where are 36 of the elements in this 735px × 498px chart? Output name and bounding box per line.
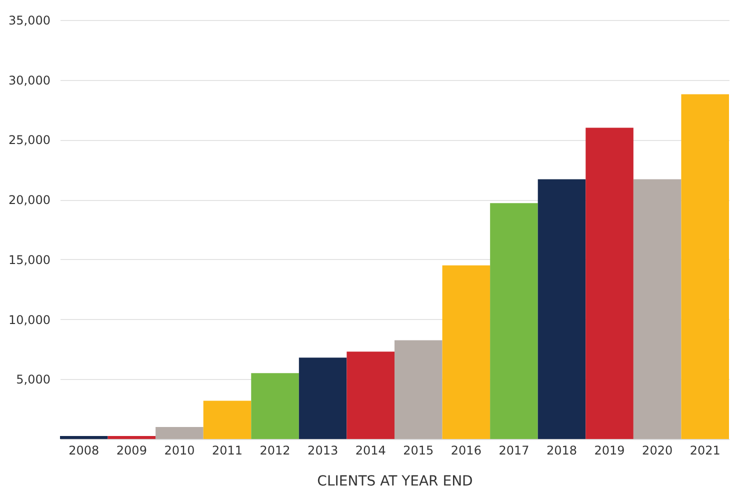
y-tick-label: 35,000 [8,14,50,28]
bar [490,203,538,439]
x-tick-label: 2010 [164,444,195,458]
x-tick-label: 2011 [212,444,243,458]
x-tick-label: 2008 [68,444,100,458]
bar [681,94,729,439]
y-tick-label: 5,000 [16,372,50,387]
x-tick-label: 2012 [260,444,290,458]
x-tick-label: 2014 [355,444,386,458]
x-tick-label: 2019 [594,444,625,458]
y-tick-label: 15,000 [8,252,50,267]
bar [298,358,347,439]
bar [394,340,442,439]
x-tick-label: 2009 [116,444,147,458]
bar [586,128,634,439]
x-tick-label: 2020 [642,444,673,458]
bar [156,427,204,439]
y-tick-label: 20,000 [8,193,50,208]
bar [60,436,108,439]
bar [442,265,490,439]
x-tick-label: 2013 [308,444,338,458]
x-tick-label: 2018 [546,444,578,458]
x-tick-label: 2015 [403,444,434,458]
x-tick-label: 2021 [690,444,720,458]
y-tick-label: 30,000 [8,73,50,88]
x-tick-label: 2017 [498,444,530,458]
bar [538,179,586,439]
bar [346,352,394,439]
bar [108,436,156,439]
bar [251,373,299,439]
y-tick-label: 10,000 [8,312,50,327]
x-axis-title: CLIENTS AT YEAR END [317,474,473,490]
bar [633,179,682,439]
x-tick-label: 2016 [450,444,482,458]
y-tick-label: 25,000 [8,133,50,148]
bar [203,400,252,439]
